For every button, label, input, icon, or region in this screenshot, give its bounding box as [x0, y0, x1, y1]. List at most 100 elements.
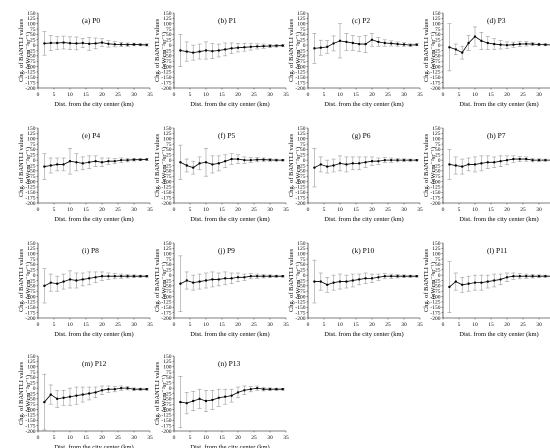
y-tick-label: -75: [433, 59, 441, 65]
x-tick-label: 10: [203, 435, 209, 441]
data-point: [351, 279, 354, 282]
data-point: [132, 158, 136, 161]
x-tick-label: 0: [307, 207, 310, 213]
data-point: [68, 395, 72, 398]
data-point: [211, 163, 214, 166]
data-point: [88, 161, 91, 164]
data-point: [525, 275, 528, 278]
data-point: [249, 388, 252, 391]
data-point: [75, 279, 78, 282]
y-tick-label: -150: [161, 418, 171, 424]
data-point: [493, 279, 496, 282]
data-point: [461, 51, 464, 54]
y-axis-label: Chg. of BANTLI values: [154, 361, 161, 425]
data-point: [351, 162, 354, 165]
y-tick-label: -200: [430, 201, 440, 207]
data-point: [505, 43, 509, 47]
y-tick-label: -175: [161, 310, 171, 316]
x-tick-label: 25: [385, 92, 391, 98]
y-axis-label: Chg. of BANTLI values: [288, 133, 295, 197]
data-point: [120, 158, 123, 162]
y-tick-label: -100: [25, 294, 35, 300]
data-point: [383, 158, 386, 162]
y-tick-label: -175: [295, 195, 305, 201]
data-point: [281, 44, 284, 47]
x-tick-label: 35: [147, 322, 153, 328]
y-tick-label: 125: [297, 131, 306, 137]
y-tick-label: -75: [28, 174, 36, 180]
data-point: [249, 45, 252, 49]
data-point: [275, 388, 278, 391]
x-tick-label: 30: [401, 207, 407, 213]
y-tick-label: -25: [298, 163, 306, 169]
panel-title: (i) P8: [82, 246, 99, 255]
panel-4: -200-175-150-125-100-75-50-2502550751001…: [18, 126, 153, 223]
data-point: [56, 163, 59, 166]
data-point: [243, 158, 246, 162]
data-point: [192, 281, 195, 284]
y-tick-label: 75: [166, 370, 172, 376]
x-tick-label: 20: [99, 92, 105, 98]
data-point: [68, 42, 72, 45]
data-point: [332, 42, 335, 45]
data-point: [518, 42, 521, 46]
panel-11: -200-175-150-125-100-75-50-2502550751001…: [423, 241, 550, 338]
panel-title: (c) P2: [352, 16, 370, 25]
data-point: [236, 391, 240, 394]
y-axis-unit: (nWcm⁻²sr⁻¹): [295, 147, 302, 184]
y-tick-label: -50: [28, 169, 36, 175]
x-tick-label: 15: [83, 322, 89, 328]
data-point: [377, 160, 380, 163]
x-tick-label: 20: [99, 207, 105, 213]
data-point: [62, 163, 65, 166]
x-tick-label: 25: [385, 207, 391, 213]
y-tick-label: -175: [25, 423, 35, 429]
data-point: [81, 278, 85, 281]
data-point: [126, 275, 129, 278]
y-tick-label: -150: [161, 305, 171, 311]
y-tick-label: -175: [430, 195, 440, 201]
y-tick-label: -25: [433, 278, 441, 284]
x-tick-label: 35: [147, 207, 153, 213]
data-point: [243, 46, 246, 49]
y-axis-label: Chg. of BANTLI values: [154, 18, 161, 82]
y-tick-label: -150: [430, 305, 440, 311]
data-point: [145, 43, 148, 47]
y-tick-label: -100: [295, 179, 305, 185]
y-tick-label: 150: [27, 126, 36, 132]
data-point: [358, 42, 361, 46]
y-tick-label: 150: [27, 241, 36, 247]
data-point: [88, 277, 91, 280]
data-point: [224, 277, 227, 280]
y-tick-label: -100: [161, 179, 171, 185]
y-tick-label: 125: [297, 246, 306, 252]
data-point: [262, 45, 265, 48]
y-tick-label: -125: [25, 185, 35, 191]
data-point: [512, 43, 515, 46]
y-tick-label: -125: [161, 300, 171, 306]
x-tick-label: 25: [251, 207, 257, 213]
data-point: [493, 161, 496, 164]
panel-10: -200-175-150-125-100-75-50-2502550751001…: [288, 241, 423, 338]
data-point: [243, 389, 246, 392]
data-point: [224, 48, 227, 51]
data-point: [224, 395, 227, 398]
data-point: [351, 41, 354, 45]
y-axis-unit: (nWcm⁻²sr⁻¹): [25, 375, 32, 412]
panel-title: (d) P3: [487, 16, 506, 25]
panel-1: -200-175-150-125-100-75-50-2502550751001…: [154, 11, 289, 108]
y-tick-label: -125: [295, 300, 305, 306]
data-point: [198, 397, 201, 401]
y-tick-label: 0: [438, 158, 441, 164]
data-point: [415, 158, 418, 162]
y-tick-label: -125: [295, 70, 305, 76]
y-tick-label: 50: [30, 32, 36, 38]
y-axis-label: Chg. of BANTLI values: [154, 133, 161, 197]
y-tick-label: -175: [161, 80, 171, 86]
y-tick-label: 50: [435, 147, 441, 153]
y-tick-label: -25: [164, 391, 172, 397]
x-tick-label: 5: [53, 322, 56, 328]
y-tick-label: -25: [164, 48, 172, 54]
data-point: [396, 158, 399, 162]
y-tick-label: 100: [297, 137, 306, 143]
